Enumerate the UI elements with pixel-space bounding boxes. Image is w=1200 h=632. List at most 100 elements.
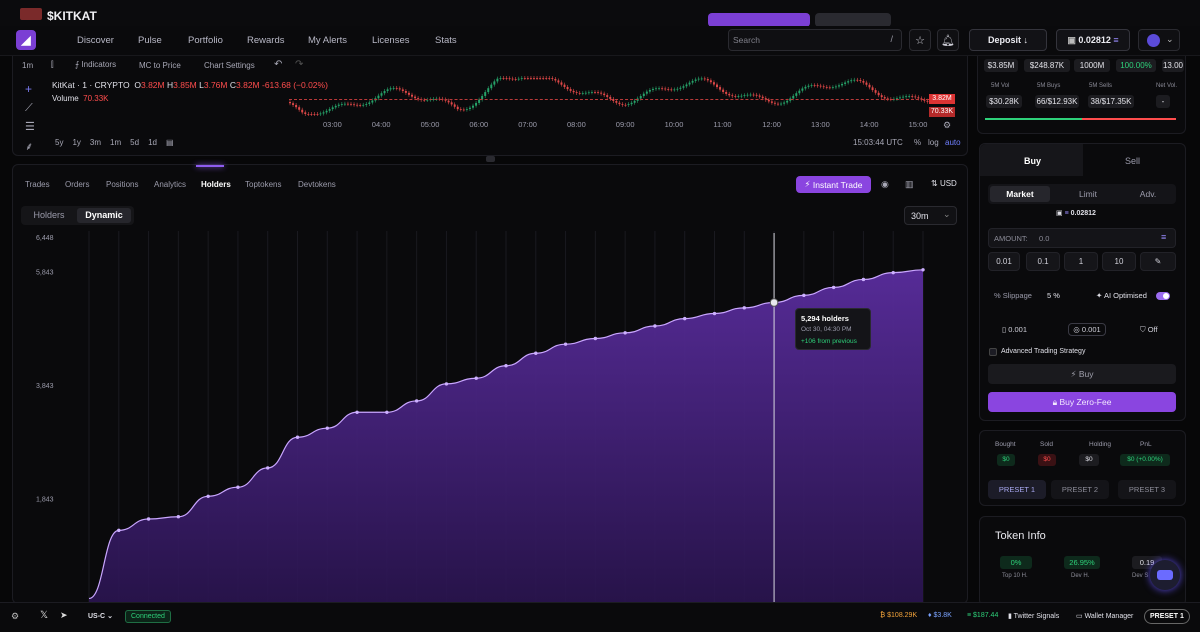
twitter-signals-button[interactable]: ▮ Twitter Signals (1008, 613, 1060, 620)
assistant-bot-icon[interactable] (1150, 560, 1180, 590)
range-1m[interactable]: 1m (110, 138, 122, 147)
preset-amount-1[interactable]: 0.1 (1026, 252, 1060, 271)
indicators-button[interactable]: ⨍ Indicators (75, 60, 117, 69)
edit-pencil-icon[interactable]: ✎ (1140, 252, 1176, 271)
data-point[interactable] (176, 515, 181, 519)
ai-optimised-toggle[interactable] (1156, 292, 1170, 300)
advanced-strategy-checkbox[interactable] (989, 348, 997, 356)
data-point[interactable] (891, 270, 895, 275)
interval-selector[interactable]: 1m (22, 61, 34, 70)
bell-icon[interactable]: 🔔︎ (937, 29, 959, 51)
range-1y[interactable]: 1y (72, 138, 81, 147)
profile-menu-button[interactable]: ⌄ (1138, 29, 1180, 51)
preset-amount-0[interactable]: 0.01 (988, 252, 1020, 271)
sell-tab[interactable]: Sell (1125, 156, 1141, 166)
buy-zero-fee-button[interactable]: 🔒︎ Buy Zero-Fee (988, 392, 1176, 412)
data-point[interactable] (325, 426, 329, 430)
mc-to-price-toggle[interactable]: MC to Price (139, 61, 181, 70)
search-input[interactable]: Search / (728, 29, 902, 51)
data-point[interactable] (414, 399, 419, 403)
redo-icon[interactable]: ↷ (295, 59, 304, 70)
star-icon[interactable]: ☆ (909, 29, 931, 51)
undo-icon[interactable]: ↶ (274, 59, 283, 70)
nav-portfolio[interactable]: Portfolio (188, 35, 223, 46)
dynamic-toggle[interactable]: Dynamic (77, 208, 131, 223)
advanced-type[interactable]: Adv. (1139, 189, 1157, 199)
nav-rewards[interactable]: Rewards (247, 35, 285, 46)
wallet-manager-button[interactable]: ▭ Wallet Manager (1076, 613, 1134, 620)
range-1d[interactable]: 1d (148, 138, 157, 147)
x-twitter-icon[interactable]: 𝕏 (40, 610, 49, 621)
range-3m[interactable]: 3m (89, 138, 102, 147)
data-point[interactable] (683, 316, 687, 321)
data-point[interactable] (769, 298, 779, 307)
fib-icon[interactable]: ☰ (25, 121, 35, 133)
holders-area-chart[interactable]: 6,448 5,843 3,843 1,843 (13, 231, 967, 603)
range-5y[interactable]: 5y (55, 138, 64, 147)
data-point[interactable] (623, 331, 627, 335)
tab-trades[interactable]: Trades (25, 180, 50, 189)
region-selector[interactable]: US-C ⌄ (88, 613, 113, 620)
bribe-fee[interactable]: ◎ 0.001 (1068, 323, 1106, 336)
nav-stats[interactable]: Stats (435, 35, 457, 46)
calendar-icon[interactable]: ▤ (165, 138, 174, 147)
data-point[interactable] (117, 528, 121, 533)
market-type[interactable]: Market (1006, 189, 1034, 199)
data-point[interactable] (802, 293, 806, 298)
telegram-icon[interactable]: ➤ (60, 610, 68, 620)
amount-input[interactable]: AMOUNT: 0.0 ≡ (988, 228, 1176, 248)
data-point[interactable] (712, 311, 717, 316)
crosshair-icon[interactable]: + (25, 82, 33, 96)
brush-icon[interactable]: ⸙ (25, 141, 34, 153)
priority-fee[interactable]: ▯ 0.001 (1002, 325, 1027, 334)
wallet-balance-button[interactable]: ▣ 0.02812 ≡ (1056, 29, 1130, 51)
preset-2-button[interactable]: PRESET 2 (1051, 480, 1109, 499)
tab-orders[interactable]: Orders (65, 180, 90, 189)
banner-button-purple[interactable] (708, 13, 810, 27)
data-point[interactable] (146, 517, 151, 521)
data-point[interactable] (504, 364, 508, 368)
resize-handle[interactable] (486, 156, 495, 162)
slippage-value[interactable]: 5 % (1047, 291, 1060, 300)
buy-tab[interactable] (980, 144, 1083, 176)
deposit-button[interactable]: Deposit ↓ (969, 29, 1047, 51)
candle-type-icon[interactable]: ⫿ (51, 60, 54, 69)
auto-toggle[interactable]: auto (945, 138, 961, 147)
preset-1-button[interactable]: PRESET 1 (988, 480, 1046, 499)
nav-discover[interactable]: Discover (77, 35, 114, 46)
nav-pulse[interactable]: Pulse (138, 35, 162, 46)
range-5d[interactable]: 5d (130, 138, 140, 147)
data-point[interactable] (593, 336, 598, 341)
tab-positions[interactable]: Positions (106, 180, 139, 189)
app-logo[interactable]: ◢ (16, 30, 36, 50)
preset-amount-3[interactable]: 10 (1102, 252, 1136, 271)
preset-3-button[interactable]: PRESET 3 (1118, 480, 1176, 499)
interval-dropdown[interactable]: 30m ⌄ (904, 206, 957, 225)
trendline-icon[interactable]: ⟋ (25, 102, 33, 114)
banner-button-gray[interactable] (815, 13, 891, 27)
settings-icon[interactable]: ⚙ (11, 611, 20, 621)
data-point[interactable] (266, 466, 270, 470)
data-point[interactable] (653, 324, 657, 328)
log-toggle[interactable]: log (928, 138, 939, 147)
tab-holders[interactable]: Holders (201, 180, 231, 189)
data-point[interactable] (921, 268, 925, 272)
eye-icon[interactable]: ◉ (881, 179, 889, 189)
limit-type[interactable]: Limit (1079, 189, 1097, 199)
buy-button[interactable]: ⚡︎ Buy (988, 364, 1176, 384)
data-point[interactable] (295, 435, 300, 439)
tab-analytics[interactable]: Analytics (154, 180, 187, 189)
data-point[interactable] (831, 285, 836, 290)
data-point[interactable] (474, 376, 478, 380)
data-point[interactable] (742, 306, 746, 310)
percent-toggle[interactable]: % (914, 138, 922, 147)
settings-gear-icon[interactable]: ⚙ (943, 120, 952, 130)
tab-toptokens[interactable]: Toptokens (245, 180, 282, 189)
data-point[interactable] (236, 485, 240, 489)
currency-toggle[interactable]: ⇅ USD (931, 179, 957, 188)
data-point[interactable] (534, 351, 538, 355)
tab-devtokens[interactable]: Devtokens (298, 180, 336, 189)
nav-licenses[interactable]: Licenses (372, 35, 410, 46)
instant-trade-button[interactable]: ⚡︎ Instant Trade (796, 176, 871, 193)
chart-settings-button[interactable]: Chart Settings (204, 61, 255, 70)
